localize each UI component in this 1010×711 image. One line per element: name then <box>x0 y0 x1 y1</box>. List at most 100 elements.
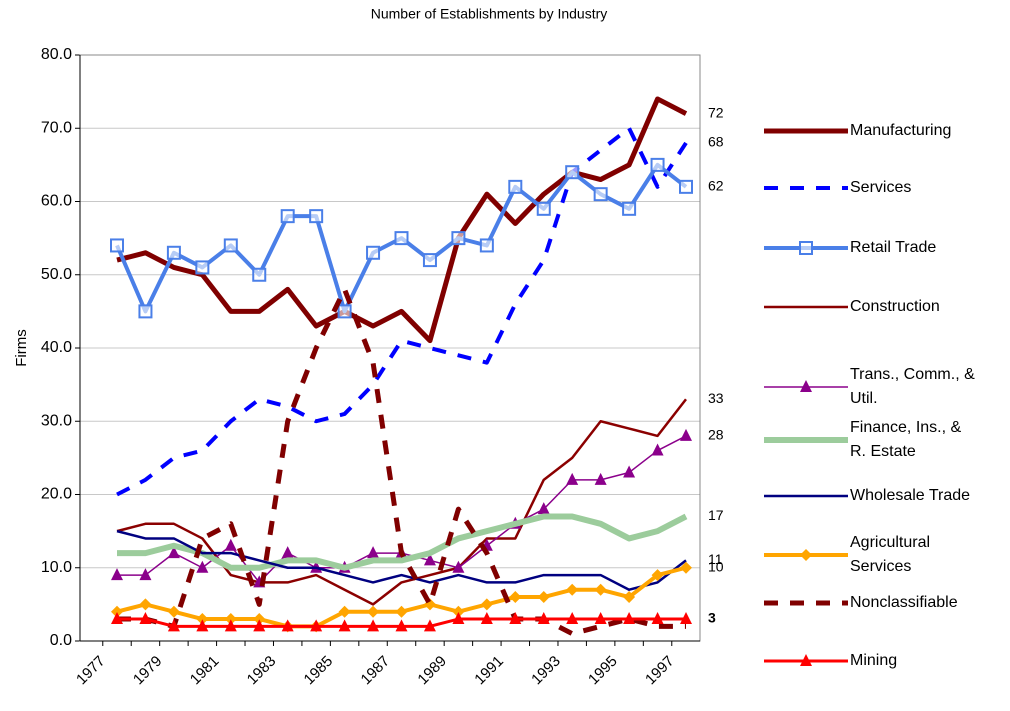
y-tick-label: 80.0 <box>41 46 72 63</box>
marker <box>651 443 664 456</box>
marker <box>509 612 522 625</box>
marker <box>680 561 692 574</box>
marker <box>338 619 351 632</box>
marker <box>367 619 380 632</box>
legend-swatch <box>764 380 848 392</box>
marker <box>111 605 123 618</box>
marker <box>224 538 237 551</box>
legend-swatch <box>764 305 848 309</box>
marker <box>479 238 494 253</box>
marker <box>800 380 812 392</box>
marker <box>594 612 607 625</box>
legend-label: Wholesale Trade <box>850 487 971 504</box>
x-tick-label: 1983 <box>244 653 280 689</box>
marker <box>395 619 408 632</box>
marker <box>651 569 664 582</box>
marker <box>338 605 351 618</box>
marker <box>223 238 238 253</box>
legend-label: Finance, Ins., & R. Estate <box>850 419 962 460</box>
marker <box>395 605 408 618</box>
legend-item: Nonclassifiable <box>762 591 976 615</box>
legend-swatch <box>764 654 848 666</box>
legend-swatch <box>764 600 848 606</box>
legend-swatch <box>764 437 848 443</box>
marker <box>252 267 267 282</box>
marker <box>800 549 812 561</box>
marker <box>367 605 380 618</box>
data-label: 10 <box>708 558 724 574</box>
x-tick-label: 1989 <box>414 653 450 689</box>
marker <box>111 568 123 581</box>
legend-item: Finance, Ins., & R. Estate <box>762 416 976 464</box>
marker <box>110 238 124 253</box>
marker <box>537 591 550 604</box>
marker <box>224 613 237 626</box>
marker <box>195 260 210 275</box>
y-tick-label: 60.0 <box>41 193 72 210</box>
legend-label: Services <box>850 179 912 196</box>
series-line <box>116 96 688 344</box>
marker <box>651 612 664 625</box>
marker <box>253 613 266 626</box>
legend-label: Construction <box>850 298 940 315</box>
legend-swatch <box>764 549 848 561</box>
legend-swatch <box>764 494 848 498</box>
marker <box>480 612 493 625</box>
marker <box>167 619 180 632</box>
x-tick-label: 1993 <box>528 653 564 689</box>
legend-item: Mining <box>762 649 976 673</box>
marker <box>138 304 153 319</box>
marker <box>536 201 551 216</box>
marker <box>452 612 465 625</box>
marker <box>167 605 180 618</box>
marker <box>622 201 637 216</box>
marker <box>452 605 465 618</box>
marker <box>452 560 465 573</box>
x-tick-label: 1995 <box>585 653 621 689</box>
data-label: 72 <box>708 104 724 120</box>
marker <box>139 598 152 611</box>
legend-label: Nonclassifiable <box>850 594 958 611</box>
marker <box>594 472 607 485</box>
legend-item: Wholesale Trade <box>762 484 976 508</box>
marker <box>508 179 523 194</box>
x-tick-label: 1979 <box>130 653 166 689</box>
marker <box>623 465 636 478</box>
series-line <box>116 529 687 591</box>
y-axis-title: Firms <box>13 329 30 367</box>
marker <box>139 568 152 581</box>
y-tick-label: 20.0 <box>41 486 72 503</box>
data-label: 33 <box>708 390 724 406</box>
marker <box>224 619 237 632</box>
legend-item: Services <box>762 176 976 200</box>
data-label: 28 <box>708 427 724 443</box>
marker <box>280 209 295 224</box>
series-line <box>117 286 686 637</box>
legend-label: Manufacturing <box>850 122 952 139</box>
x-tick-label: 1997 <box>642 653 678 689</box>
marker <box>593 187 608 202</box>
legend-swatch <box>764 128 848 134</box>
legend-swatch <box>764 186 848 190</box>
y-tick-label: 0.0 <box>50 632 72 649</box>
x-tick-label: 1991 <box>471 653 507 689</box>
marker <box>366 245 381 260</box>
x-tick-label: 1977 <box>73 653 109 689</box>
marker <box>423 553 436 566</box>
marker <box>650 157 665 172</box>
marker <box>799 241 813 255</box>
data-label: 62 <box>708 178 724 194</box>
series-line <box>116 126 688 497</box>
marker <box>480 598 493 611</box>
marker <box>422 253 437 268</box>
marker <box>566 472 579 485</box>
marker <box>451 231 466 246</box>
marker <box>111 612 123 625</box>
marker <box>281 546 294 559</box>
marker <box>537 502 550 515</box>
y-tick-label: 50.0 <box>41 266 72 283</box>
series-line <box>116 398 687 606</box>
series-line <box>117 513 688 571</box>
legend-label: Agricultural Services <box>850 534 931 575</box>
